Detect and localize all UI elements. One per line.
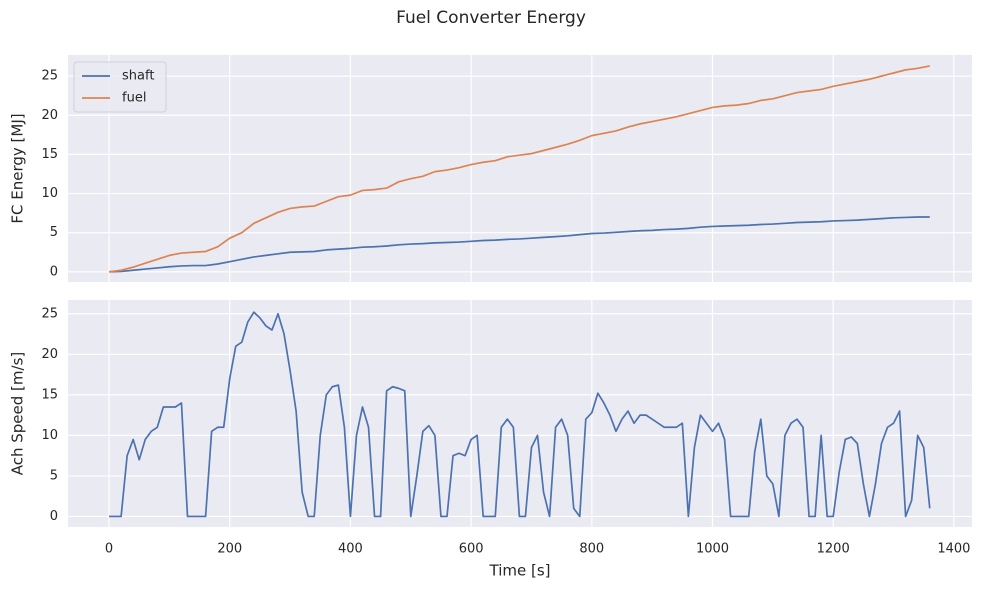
y-tick-label: 20 bbox=[41, 347, 58, 362]
x-tick-label: 1200 bbox=[817, 542, 850, 557]
y-axis-label: Ach Speed [m/s] bbox=[9, 352, 27, 476]
figure-title: Fuel Converter Energy bbox=[396, 8, 586, 28]
y-tick-label: 10 bbox=[41, 428, 58, 443]
series-line bbox=[109, 311, 931, 518]
legend-box bbox=[73, 61, 167, 113]
y-tick-label: 25 bbox=[41, 306, 58, 321]
y-tick-label: 0 bbox=[50, 509, 58, 524]
x-tick-label: 1000 bbox=[696, 542, 729, 557]
x-tick-label: 800 bbox=[579, 542, 604, 557]
y-tick-label: 0 bbox=[50, 264, 58, 279]
y-tick-label: 15 bbox=[41, 147, 58, 162]
y-tick-label: 25 bbox=[41, 69, 58, 84]
series-line bbox=[109, 216, 930, 273]
series-line bbox=[108, 65, 930, 273]
y-tick-label: 15 bbox=[41, 387, 58, 402]
y-tick-label: 5 bbox=[50, 468, 58, 483]
legend-label: fuel bbox=[122, 91, 146, 106]
y-tick-label: 5 bbox=[50, 225, 58, 240]
plot-area bbox=[68, 55, 972, 282]
y-tick-label: 10 bbox=[41, 186, 58, 201]
y-tick-label: 20 bbox=[41, 108, 58, 123]
x-tick-label: 200 bbox=[217, 542, 242, 557]
x-axis-label: Time [s] bbox=[489, 562, 551, 580]
y-axis-label: FC Energy [MJ] bbox=[9, 113, 27, 223]
x-tick-label: 600 bbox=[459, 542, 484, 557]
legend-label: shaft bbox=[122, 69, 154, 84]
x-tick-label: 400 bbox=[338, 542, 363, 557]
x-tick-label: 0 bbox=[105, 542, 113, 557]
x-tick-label: 1400 bbox=[937, 542, 970, 557]
plot-area bbox=[68, 300, 972, 527]
